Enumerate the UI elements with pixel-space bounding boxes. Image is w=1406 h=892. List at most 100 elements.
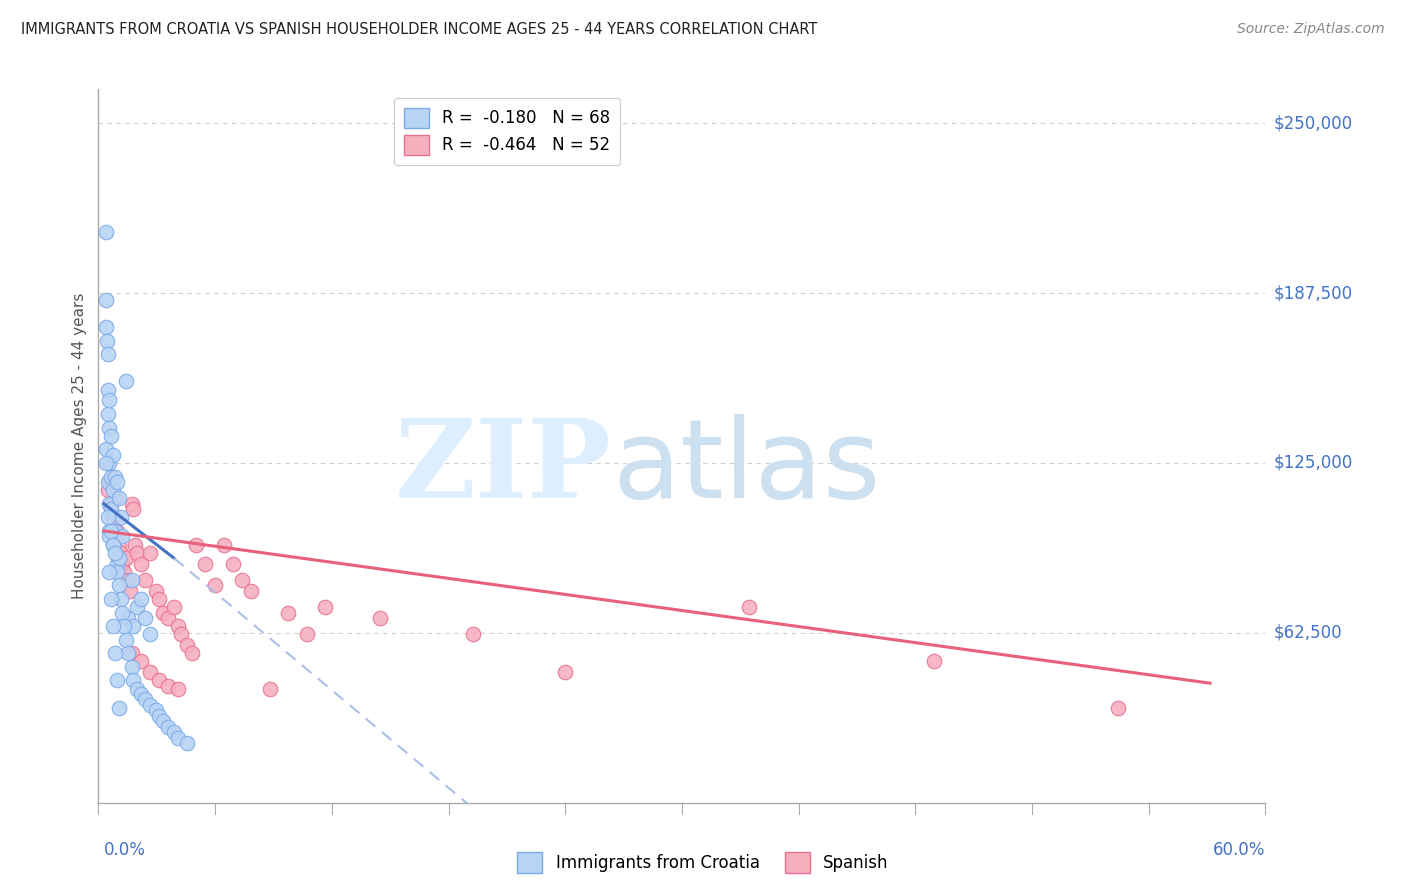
Point bbox=[277, 606, 299, 620]
Point bbox=[101, 537, 124, 551]
Point bbox=[295, 627, 318, 641]
Point bbox=[145, 703, 167, 717]
Point bbox=[148, 591, 170, 606]
Point bbox=[94, 456, 117, 470]
Point bbox=[122, 502, 145, 516]
Point bbox=[105, 475, 128, 489]
Point bbox=[107, 700, 129, 714]
Point bbox=[112, 619, 135, 633]
Text: $125,000: $125,000 bbox=[1274, 454, 1353, 472]
Point bbox=[212, 537, 235, 551]
Point bbox=[94, 320, 117, 334]
Point bbox=[139, 546, 162, 560]
Point bbox=[107, 551, 129, 566]
Text: $250,000: $250,000 bbox=[1274, 114, 1353, 132]
Point bbox=[176, 736, 198, 750]
Point bbox=[98, 420, 121, 434]
Point bbox=[152, 606, 174, 620]
Point bbox=[105, 524, 128, 538]
Point bbox=[222, 557, 245, 571]
Point bbox=[98, 456, 121, 470]
Point bbox=[163, 725, 186, 739]
Point bbox=[122, 619, 145, 633]
Text: atlas: atlas bbox=[612, 414, 880, 521]
Point bbox=[97, 510, 120, 524]
Point bbox=[124, 537, 146, 551]
Point bbox=[111, 529, 134, 543]
Point bbox=[134, 573, 156, 587]
Point bbox=[98, 529, 121, 543]
Point bbox=[97, 407, 120, 421]
Point bbox=[98, 524, 121, 538]
Point bbox=[101, 483, 124, 498]
Point bbox=[111, 557, 134, 571]
Point bbox=[121, 497, 143, 511]
Point bbox=[94, 442, 117, 457]
Point bbox=[98, 565, 121, 579]
Point bbox=[105, 673, 128, 688]
Point bbox=[101, 619, 124, 633]
Point bbox=[259, 681, 281, 696]
Point bbox=[97, 347, 120, 361]
Text: ZIP: ZIP bbox=[395, 414, 612, 521]
Point bbox=[97, 383, 120, 397]
Point bbox=[139, 698, 162, 712]
Point bbox=[104, 524, 127, 538]
Point bbox=[314, 600, 336, 615]
Point bbox=[194, 557, 217, 571]
Point bbox=[134, 611, 156, 625]
Point bbox=[129, 557, 152, 571]
Point bbox=[97, 483, 120, 498]
Point bbox=[121, 660, 143, 674]
Point bbox=[100, 502, 122, 516]
Point bbox=[370, 611, 392, 625]
Point bbox=[111, 606, 134, 620]
Point bbox=[100, 497, 122, 511]
Point bbox=[115, 551, 138, 566]
Point bbox=[166, 731, 188, 745]
Point bbox=[157, 679, 180, 693]
Point bbox=[104, 646, 127, 660]
Point bbox=[97, 475, 120, 489]
Text: $187,500: $187,500 bbox=[1274, 284, 1353, 302]
Point bbox=[100, 591, 122, 606]
Point bbox=[152, 714, 174, 729]
Point bbox=[101, 510, 124, 524]
Point bbox=[166, 681, 188, 696]
Point bbox=[166, 619, 188, 633]
Text: $62,500: $62,500 bbox=[1274, 624, 1343, 642]
Point bbox=[104, 546, 127, 560]
Point bbox=[176, 638, 198, 652]
Point bbox=[231, 573, 253, 587]
Point bbox=[145, 583, 167, 598]
Point bbox=[139, 627, 162, 641]
Point bbox=[105, 565, 128, 579]
Point bbox=[107, 537, 129, 551]
Point bbox=[129, 591, 152, 606]
Point bbox=[127, 600, 149, 615]
Legend: R =  -0.180   N = 68, R =  -0.464   N = 52: R = -0.180 N = 68, R = -0.464 N = 52 bbox=[394, 97, 620, 165]
Point bbox=[107, 578, 129, 592]
Point bbox=[110, 591, 132, 606]
Point bbox=[461, 627, 484, 641]
Point bbox=[181, 646, 204, 660]
Point bbox=[94, 293, 117, 307]
Text: 60.0%: 60.0% bbox=[1213, 841, 1265, 859]
Point bbox=[121, 646, 143, 660]
Point bbox=[115, 375, 138, 389]
Point bbox=[104, 491, 127, 506]
Point bbox=[163, 600, 186, 615]
Point bbox=[98, 393, 121, 408]
Point bbox=[98, 497, 121, 511]
Point bbox=[134, 692, 156, 706]
Point bbox=[105, 557, 128, 571]
Point bbox=[139, 665, 162, 680]
Point bbox=[129, 655, 152, 669]
Point bbox=[170, 627, 193, 641]
Point bbox=[148, 708, 170, 723]
Point bbox=[118, 583, 141, 598]
Point bbox=[98, 475, 121, 489]
Point bbox=[127, 546, 149, 560]
Point bbox=[157, 720, 180, 734]
Text: 0.0%: 0.0% bbox=[104, 841, 146, 859]
